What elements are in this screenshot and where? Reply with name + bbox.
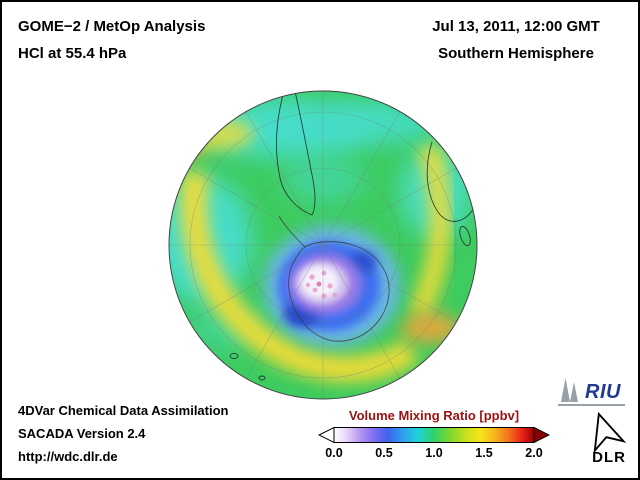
hemisphere-map [168, 90, 478, 400]
coastline-madagascar [459, 225, 471, 247]
map-coastlines [229, 91, 477, 381]
colorbar-gradient [333, 427, 535, 443]
tick-label-3: 1.5 [475, 446, 493, 460]
colorbar-scale [318, 426, 550, 444]
hemisphere-label: Southern Hemisphere [438, 45, 594, 62]
coastline-antarctic-peninsula [278, 215, 306, 248]
dlr-logo: DLR [564, 409, 627, 466]
riu-logo-text: RIU [585, 381, 621, 403]
dlr-emblem-icon [593, 411, 627, 454]
coastline-south-america [276, 91, 316, 216]
colorbar-left-arrow [318, 426, 335, 444]
map-graticule [169, 91, 477, 399]
date-label: Jul 13, 2011, 12:00 GMT [432, 18, 600, 35]
map-polar-vortex [264, 226, 400, 346]
tick-label-2: 1.0 [425, 446, 443, 460]
assimilation-label: 4DVar Chemical Data Assimilation [18, 403, 229, 418]
version-label: SACADA Version 2.4 [18, 426, 146, 441]
header-right: Jul 13, 2011, 12:00 GMT Southern Hemisph… [408, 13, 624, 67]
tick-label-0: 0.0 [325, 446, 343, 460]
tick-label-1: 0.5 [375, 446, 393, 460]
riu-logo: RIU [558, 376, 625, 406]
tick-label-4: 2.0 [525, 446, 543, 460]
species-level-label: HCl at 55.4 hPa [18, 45, 127, 62]
colorbar-title: Volume Mixing Ratio [ppbv] [348, 408, 520, 423]
colorbar-right-arrow [533, 426, 550, 444]
coastline-antarctica [288, 241, 390, 342]
map-field [169, 91, 477, 399]
colorbar-ticks: 0.0 0.5 1.0 1.5 2.0 [318, 444, 550, 460]
url-label: http://wdc.dlr.de [18, 449, 118, 464]
header-left: GOME−2 / MetOp Analysis HCl at 55.4 hPa [18, 13, 205, 67]
globe-outline [168, 90, 478, 400]
map-vortex-speckles [305, 270, 338, 299]
dlr-logo-text: DLR [592, 449, 626, 466]
riu-cathedral-icon [561, 378, 579, 402]
analysis-title: GOME−2 / MetOp Analysis [18, 18, 206, 35]
colorbar: Volume Mixing Ratio [ppbv] 0.0 0.5 1.0 1… [318, 408, 550, 460]
coastline-africa [426, 141, 477, 222]
footer-left: 4DVar Chemical Data Assimilation SACADA … [18, 399, 229, 468]
